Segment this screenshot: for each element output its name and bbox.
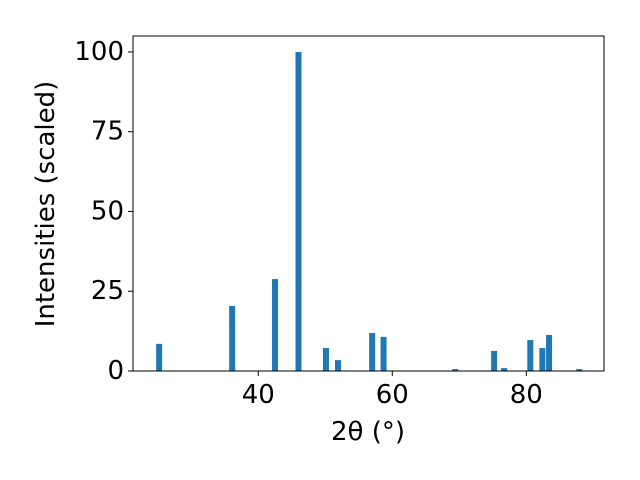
y-tick-label: 25	[91, 276, 124, 306]
bar	[156, 343, 163, 371]
bar	[369, 333, 376, 371]
bar	[576, 369, 583, 371]
bar	[229, 305, 236, 371]
y-tick-label: 50	[91, 196, 124, 226]
bar	[546, 334, 553, 371]
bar	[452, 369, 459, 371]
bar	[295, 51, 302, 371]
bar	[322, 348, 329, 371]
plot-frame	[132, 35, 605, 372]
bar	[380, 336, 387, 371]
y-tick-label: 100	[74, 37, 124, 67]
x-axis-label: 2θ (°)	[331, 417, 405, 447]
x-tick-label: 40	[242, 380, 275, 410]
bar	[491, 350, 498, 371]
bar	[272, 279, 279, 371]
bar	[501, 368, 508, 371]
x-tick-label: 80	[510, 380, 543, 410]
bar	[335, 360, 342, 371]
y-axis-label: Intensities (scaled)	[31, 81, 61, 328]
bar	[527, 340, 534, 371]
y-tick-label: 75	[91, 117, 124, 147]
x-tick-label: 60	[376, 380, 409, 410]
bar	[539, 348, 546, 371]
y-tick-label: 0	[107, 356, 124, 386]
